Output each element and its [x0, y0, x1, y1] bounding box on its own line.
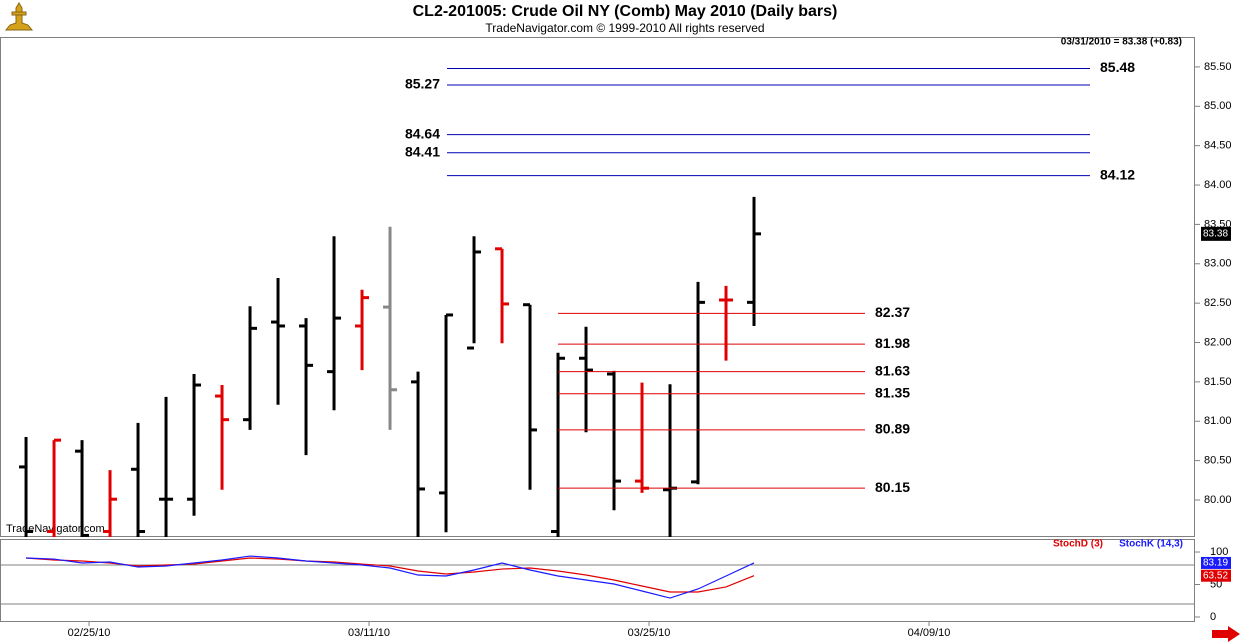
stoch-line [26, 555, 755, 599]
level-label: 80.89 [875, 421, 910, 437]
y-tick-label: 83.00 [1204, 258, 1232, 270]
level-label: 85.48 [1100, 59, 1135, 75]
y-tick-label: 80.00 [1204, 494, 1232, 506]
level-label: 85.27 [405, 76, 440, 92]
x-tick-label: 03/25/10 [628, 627, 671, 639]
scroll-arrow[interactable] [1212, 626, 1240, 642]
last-value-label: 63.52 [1203, 570, 1228, 581]
y-tick-label: 0 [1210, 611, 1216, 623]
y-tick-label: 85.50 [1204, 61, 1232, 73]
price-bars [19, 196, 762, 537]
level-label: 84.64 [405, 125, 440, 141]
level-label: 81.98 [875, 335, 910, 351]
level-label: 80.15 [875, 479, 910, 495]
y-tick-label: 82.00 [1204, 336, 1232, 348]
main-panel-frame [0, 37, 1195, 537]
y-tick-label: 85.00 [1204, 100, 1232, 112]
level-label: 81.35 [875, 384, 910, 400]
stoch-panel-frame [0, 539, 1195, 622]
level-label: 81.63 [875, 362, 910, 378]
last-value-box [1201, 569, 1231, 582]
chart-subtitle: TradeNavigator.com © 1999-2010 All right… [485, 21, 764, 35]
x-tick-label: 02/25/10 [68, 627, 111, 639]
level-label: 84.12 [1100, 166, 1135, 182]
level-label: 84.41 [405, 143, 440, 159]
y-tick-label: 100 [1210, 546, 1228, 558]
last-value-label: 83.19 [1203, 558, 1228, 569]
status-text: 03/31/2010 = 83.38 (+0.83) [1061, 37, 1182, 48]
x-tick-label: 04/09/10 [908, 627, 951, 639]
y-tick-label: 82.50 [1204, 297, 1232, 309]
y-tick-label: 81.00 [1204, 415, 1232, 427]
level-label: 82.37 [875, 304, 910, 320]
last-price-label: 83.38 [1203, 228, 1228, 239]
y-tick-label: 84.50 [1204, 140, 1232, 152]
x-tick-label: 03/11/10 [348, 627, 390, 639]
legend-entry: StochK (14,3) [1119, 539, 1183, 550]
stoch-line [25, 557, 755, 593]
chart-title: CL2-201005: Crude Oil NY (Comb) May 2010… [413, 3, 838, 20]
logo [4, 2, 34, 31]
y-tick-label: 81.50 [1204, 376, 1232, 388]
legend-entry: StochD (3) [1053, 539, 1103, 550]
y-tick-label: 84.00 [1204, 179, 1232, 191]
last-value-box [1201, 556, 1231, 569]
last-price-box [1201, 226, 1231, 241]
y-tick-label: 80.50 [1204, 455, 1232, 467]
